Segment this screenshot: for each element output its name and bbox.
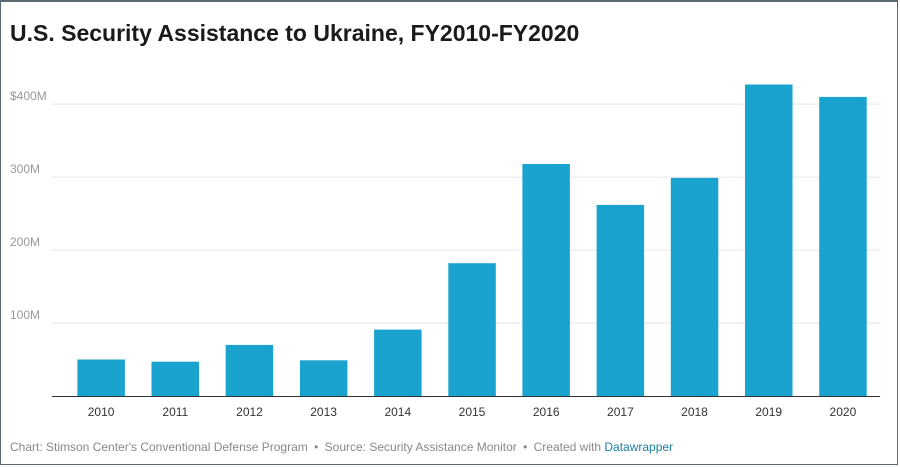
datawrapper-link[interactable]: Datawrapper [604, 440, 674, 454]
x-tick-labels: 2010 2011 2012 2013 2014 2015 2016 2017 2018 2019… [88, 405, 857, 419]
separator: • [314, 440, 319, 454]
y-tick-label: $400M [10, 89, 47, 103]
y-tick-label: 200M [10, 235, 40, 249]
bar-2012[interactable] [225, 344, 274, 396]
bar-2015[interactable] [448, 263, 496, 396]
chart-title: U.S. Security Assistance to Ukraine, FY2… [10, 20, 580, 46]
bar-2013[interactable] [299, 360, 348, 396]
x-tick-label: 2020 [830, 405, 857, 419]
chart-footer: Chart: Stimson Center's Conventional Def… [10, 440, 673, 454]
x-tick-label: 2017 [607, 405, 634, 419]
chart-credit: Chart: Stimson Center's Conventional Def… [10, 440, 308, 454]
bar-2010[interactable] [77, 359, 125, 397]
bar-2020[interactable] [819, 96, 867, 397]
source-text: Source: Security Assistance Monitor [324, 440, 517, 454]
bar-2018[interactable] [670, 177, 719, 396]
bar-2014[interactable] [374, 329, 422, 396]
x-tick-label: 2014 [384, 405, 411, 419]
x-tick-label: 2011 [162, 405, 188, 419]
bar-2019[interactable] [745, 84, 793, 397]
x-tick-label: 2018 [681, 405, 708, 419]
bar-2011[interactable] [151, 361, 200, 396]
bar-2016[interactable] [522, 164, 570, 396]
x-tick-label: 2010 [88, 405, 115, 419]
x-tick-label: 2015 [459, 405, 486, 419]
y-tick-label: 300M [10, 162, 40, 176]
bar-2017[interactable] [596, 204, 645, 396]
x-tick-label: 2019 [755, 405, 782, 419]
x-tick-label: 2016 [533, 405, 560, 419]
x-tick-label: 2013 [310, 405, 337, 419]
bars [77, 84, 867, 397]
y-tick-labels: 100M 200M 300M $400M [10, 89, 47, 322]
created-with-text: Created with [533, 440, 602, 454]
separator: • [523, 440, 528, 454]
y-tick-label: 100M [10, 308, 40, 322]
x-tick-label: 2012 [236, 405, 263, 419]
